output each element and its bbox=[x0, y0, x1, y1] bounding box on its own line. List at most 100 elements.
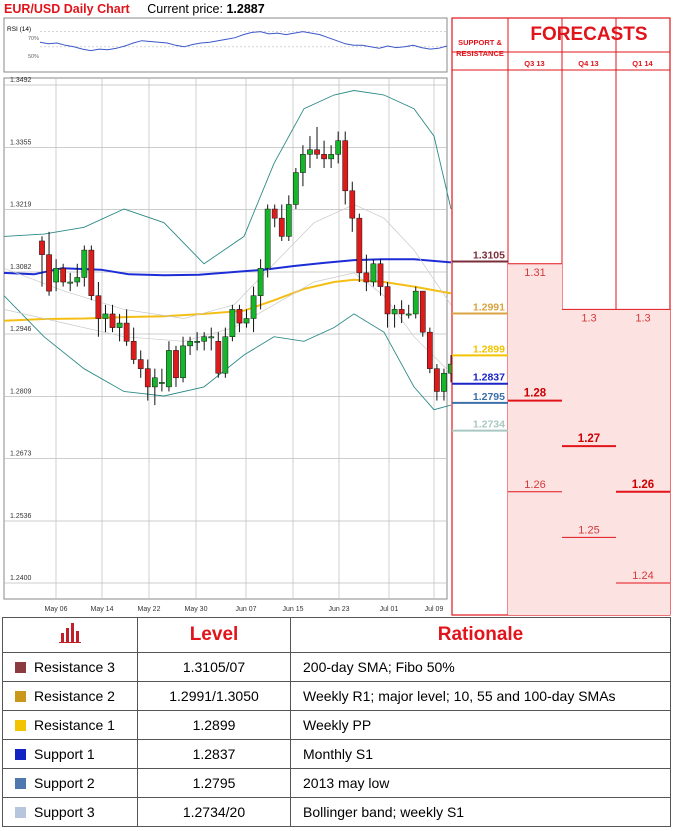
bear-candle bbox=[377, 263, 384, 287]
bollinger-lower-line bbox=[3, 295, 452, 411]
level-rationale: Monthly S1 bbox=[290, 739, 671, 769]
level-rationale: Weekly R1; major level; 10, 55 and 100-d… bbox=[290, 681, 671, 711]
level-rationale: 200-day SMA; Fibo 50% bbox=[290, 652, 671, 682]
x-tick-label: Jun 07 bbox=[235, 606, 256, 613]
bull-candle bbox=[370, 263, 377, 283]
forecast-range-box bbox=[508, 263, 562, 615]
bull-candle bbox=[328, 154, 334, 160]
price-label: Current price: bbox=[147, 2, 223, 16]
bear-candle bbox=[215, 341, 222, 374]
bear-candle bbox=[39, 240, 45, 255]
forecast-mid-label: 1.26 bbox=[632, 479, 654, 491]
sma-200-line bbox=[3, 258, 452, 277]
x-tick-label: May 14 bbox=[91, 606, 114, 613]
table-row: Resistance 3 1.3105/07 200-day SMA; Fibo… bbox=[2, 652, 671, 682]
level-rationale: Weekly PP bbox=[290, 710, 671, 740]
forecast-range-box bbox=[616, 309, 670, 615]
forecasts-title: FORECASTS bbox=[530, 24, 648, 45]
bear-candle bbox=[384, 286, 391, 315]
resistance-3-level-label: 1.3105 bbox=[473, 249, 505, 261]
table-row: Support 3 1.2734/20 Bollinger band; week… bbox=[2, 797, 671, 827]
levels-table: Level Rationale Resistance 3 1.3105/07 2… bbox=[2, 617, 671, 827]
bull-candle bbox=[102, 313, 109, 319]
rsi-panel-frame bbox=[3, 17, 448, 73]
x-tick-label: Jun 15 bbox=[282, 606, 303, 613]
y-tick-label: 1.3219 bbox=[10, 202, 32, 209]
bull-candle bbox=[293, 172, 299, 205]
bull-candle bbox=[391, 309, 398, 315]
bear-candle bbox=[314, 149, 320, 155]
rsi-70-label: 70% bbox=[28, 36, 39, 42]
resistance-1-swatch bbox=[15, 720, 26, 731]
level-name-cell: Support 1 bbox=[2, 739, 138, 769]
y-tick-label: 1.2946 bbox=[10, 326, 32, 333]
support-1-swatch bbox=[15, 749, 26, 760]
level-name: Support 3 bbox=[34, 804, 95, 820]
x-tick-label: Jul 09 bbox=[425, 606, 444, 613]
bull-candle bbox=[194, 341, 200, 343]
level-name-cell: Resistance 1 bbox=[2, 710, 138, 740]
y-tick-label: 1.3355 bbox=[10, 139, 32, 146]
forecast-high-label: 1.3 bbox=[581, 312, 596, 324]
level-name: Resistance 3 bbox=[34, 659, 115, 675]
level-name-cell: Resistance 2 bbox=[2, 681, 138, 711]
rsi-label: RSI (14) bbox=[7, 26, 31, 33]
bull-candle bbox=[412, 290, 419, 315]
price-chart: RSI (14) 70% 50% 1.3492 1.3355 1.3219 1.308… bbox=[3, 17, 671, 616]
x-tick-label: Jul 01 bbox=[380, 606, 399, 613]
bull-candle bbox=[116, 322, 123, 328]
table-header-row: Level Rationale bbox=[2, 617, 671, 653]
x-tick-label: May 06 bbox=[45, 606, 68, 613]
bull-candle bbox=[166, 350, 172, 388]
bear-candle bbox=[271, 208, 278, 219]
forecast-mid-label: 1.28 bbox=[524, 388, 547, 400]
x-tick-label: May 22 bbox=[138, 606, 161, 613]
forecast-range-box bbox=[562, 309, 616, 615]
bear-candle bbox=[144, 368, 151, 388]
level-name-cell: Resistance 3 bbox=[2, 652, 138, 682]
forecast-mid-label: 1.27 bbox=[578, 433, 600, 445]
rsi-50-label: 50% bbox=[28, 54, 39, 60]
bear-candle bbox=[109, 313, 116, 328]
bear-candle bbox=[60, 268, 67, 283]
bear-candle bbox=[130, 341, 137, 360]
bollinger-upper-line bbox=[3, 90, 452, 265]
bear-candle bbox=[88, 249, 95, 296]
chart-title: EUR/USD Daily Chart bbox=[4, 2, 130, 16]
bull-candle bbox=[257, 268, 264, 296]
forecast-low-label: 1.26 bbox=[524, 479, 545, 491]
level-name-cell: Support 3 bbox=[2, 797, 138, 827]
bull-candle bbox=[222, 336, 229, 374]
level-name: Support 2 bbox=[34, 775, 95, 791]
bull-candle bbox=[180, 345, 186, 379]
bear-candle bbox=[363, 272, 370, 283]
level-name: Resistance 2 bbox=[34, 688, 115, 704]
support-3-level-label: 1.2734 bbox=[473, 419, 505, 431]
x-tick-label: May 30 bbox=[185, 606, 208, 613]
level-value: 1.2899 bbox=[137, 710, 291, 740]
bear-candle bbox=[349, 190, 356, 219]
bear-candle bbox=[321, 154, 327, 160]
bear-candle bbox=[278, 217, 285, 237]
bull-candle bbox=[285, 204, 292, 237]
resistance-2-level-label: 1.2991 bbox=[473, 301, 505, 313]
forecast-high-label: 1.31 bbox=[524, 267, 545, 279]
bear-candle bbox=[419, 290, 426, 333]
bear-candle bbox=[173, 350, 179, 379]
bull-candle bbox=[208, 336, 215, 339]
support-2-level-label: 1.2795 bbox=[473, 391, 505, 403]
bull-candle bbox=[250, 295, 257, 319]
price-value: 1.2887 bbox=[226, 2, 265, 16]
resistance-2-swatch bbox=[15, 691, 26, 702]
bull-candle bbox=[229, 309, 236, 337]
sr-title-line-2: RESISTANCE bbox=[456, 49, 504, 58]
level-rationale: 2013 may low bbox=[290, 768, 671, 798]
y-tick-label: 1.3492 bbox=[10, 77, 32, 84]
rsi-line bbox=[39, 31, 448, 52]
level-name: Support 1 bbox=[34, 746, 95, 762]
table-header-rationale: Rationale bbox=[290, 617, 671, 653]
y-tick-label: 1.2400 bbox=[10, 575, 32, 582]
level-name: Resistance 1 bbox=[34, 717, 115, 733]
level-value: 1.2795 bbox=[137, 768, 291, 798]
resistance-3-swatch bbox=[15, 662, 26, 673]
